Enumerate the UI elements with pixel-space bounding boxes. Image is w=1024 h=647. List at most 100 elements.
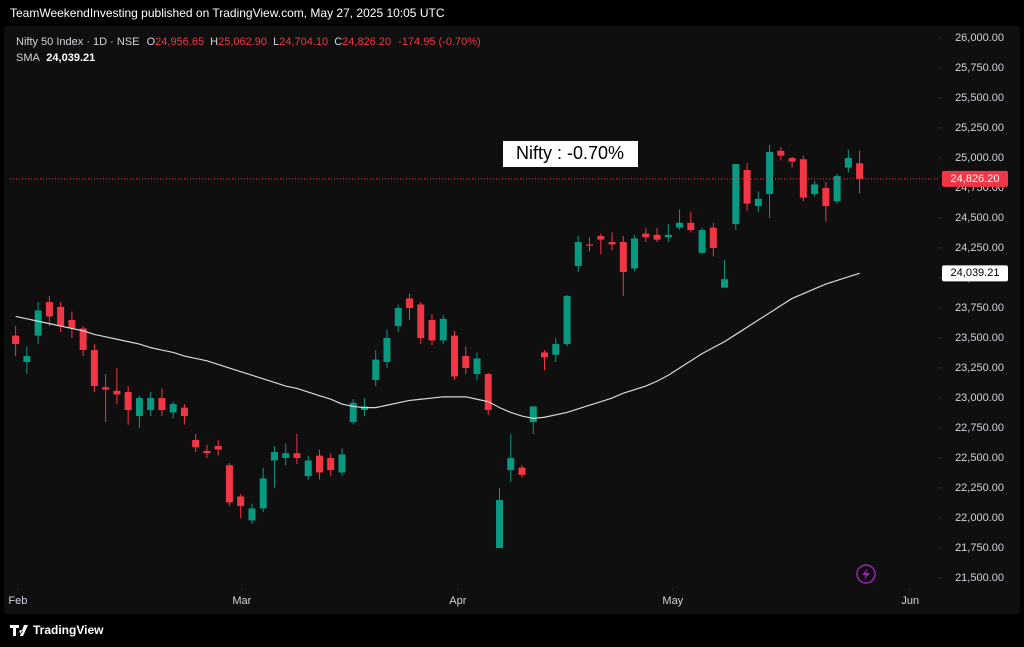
y-tick-label: 22,250.00 bbox=[955, 482, 1004, 494]
candle-body bbox=[394, 308, 402, 327]
candle-body bbox=[676, 222, 684, 228]
candle-body bbox=[428, 320, 436, 341]
candle-body bbox=[293, 453, 301, 459]
candle-body bbox=[631, 238, 639, 269]
candle-body bbox=[777, 150, 785, 156]
candle-body bbox=[766, 152, 774, 195]
candle-body bbox=[788, 158, 796, 162]
candle-body bbox=[327, 458, 335, 471]
candle-body bbox=[462, 356, 470, 369]
y-tick-label: 22,500.00 bbox=[955, 452, 1004, 464]
x-tick-label: May bbox=[662, 595, 683, 607]
candle-body bbox=[417, 304, 425, 339]
candle-body bbox=[574, 242, 582, 267]
candle-body bbox=[203, 450, 211, 454]
candle-body bbox=[57, 306, 65, 327]
candle-body bbox=[158, 398, 166, 411]
y-tick-label: 21,500.00 bbox=[955, 572, 1004, 584]
candle-body bbox=[90, 350, 98, 387]
y-tick-label: 22,750.00 bbox=[955, 422, 1004, 434]
candle-body bbox=[743, 170, 751, 204]
y-tick-label: 23,500.00 bbox=[955, 332, 1004, 344]
o-key: O bbox=[147, 36, 156, 48]
candle-body bbox=[147, 398, 155, 411]
c-key: C bbox=[334, 36, 342, 48]
candle-body bbox=[529, 406, 537, 423]
alert-icon[interactable] bbox=[856, 564, 876, 584]
y-tick-label: 21,750.00 bbox=[955, 542, 1004, 554]
candle-body bbox=[856, 163, 864, 179]
tv-logo bbox=[10, 625, 28, 636]
sma-line bbox=[15, 272, 860, 420]
x-tick-label: Apr bbox=[449, 595, 466, 607]
candle-body bbox=[833, 176, 841, 202]
candle-body bbox=[541, 352, 549, 358]
candle-body bbox=[282, 453, 290, 459]
sma-key: SMA bbox=[16, 52, 41, 64]
sma-value: 24,039.21 bbox=[46, 52, 95, 64]
candle-body bbox=[12, 335, 20, 345]
candle-body bbox=[259, 478, 267, 509]
candle-body bbox=[721, 279, 729, 288]
candle-body bbox=[68, 320, 76, 329]
sma-price-box bbox=[942, 265, 1008, 282]
candle-body bbox=[653, 234, 661, 240]
candle-body bbox=[811, 184, 819, 195]
x-tick-label: Jun bbox=[901, 595, 919, 607]
symbol: Nifty 50 Index · 1D · NSE bbox=[16, 36, 140, 48]
y-tick-label: 24,500.00 bbox=[955, 212, 1004, 224]
y-tick-label: 25,000.00 bbox=[955, 152, 1004, 164]
candle-body bbox=[383, 338, 391, 363]
candle-body bbox=[844, 158, 852, 168]
candle-body bbox=[180, 407, 188, 417]
sma-price-label: 24,039.21 bbox=[951, 267, 1000, 279]
candle-body bbox=[507, 458, 515, 471]
legend-ohlc: Nifty 50 Index · 1D · NSE O24,956.65 H25… bbox=[16, 36, 481, 48]
candle-body bbox=[34, 310, 42, 336]
y-tick-label: 23,000.00 bbox=[955, 392, 1004, 404]
candle-body bbox=[484, 374, 492, 411]
y-tick-label: 23,250.00 bbox=[955, 362, 1004, 374]
y-tick-label: 25,500.00 bbox=[955, 92, 1004, 104]
candle-body bbox=[45, 302, 53, 317]
legend: Nifty 50 Index · 1D · NSE O24,956.65 H25… bbox=[16, 36, 481, 64]
chart-panel bbox=[4, 26, 1020, 614]
candle-body bbox=[608, 242, 616, 245]
change: -174.95 (-0.70%) bbox=[398, 36, 481, 48]
candle-body bbox=[113, 390, 121, 395]
candle-body bbox=[439, 318, 447, 341]
y-tick-label: 23,750.00 bbox=[955, 302, 1004, 314]
annotation: Nifty : -0.70% bbox=[516, 143, 624, 163]
candle-body bbox=[586, 244, 594, 246]
candle-body bbox=[563, 296, 571, 345]
candle-body bbox=[102, 387, 110, 390]
candle-body bbox=[169, 404, 177, 413]
x-tick-label: Feb bbox=[8, 595, 27, 607]
y-tick-label: 26,000.00 bbox=[955, 32, 1004, 44]
footer-brand: TradingView bbox=[33, 623, 104, 637]
candle-body bbox=[732, 164, 740, 225]
candle-body bbox=[642, 233, 650, 238]
last-price-label: 24,826.20 bbox=[951, 173, 1000, 185]
annotation-box bbox=[503, 141, 638, 167]
candle-body bbox=[450, 335, 458, 377]
candle-body bbox=[552, 344, 560, 355]
open: 24,956.65 bbox=[155, 36, 204, 48]
candle-body bbox=[214, 446, 222, 450]
candle-body bbox=[822, 188, 830, 207]
l-key: L bbox=[273, 36, 279, 48]
candle-body bbox=[192, 440, 200, 448]
candle-body bbox=[237, 496, 245, 507]
high: 25,062.90 bbox=[218, 36, 267, 48]
candle-body bbox=[664, 234, 672, 238]
publish-header: TeamWeekendInvesting published on Tradin… bbox=[10, 6, 445, 20]
candle-body bbox=[304, 460, 312, 477]
y-tick-label: 22,000.00 bbox=[955, 512, 1004, 524]
last-price-box bbox=[942, 170, 1008, 187]
candle-body bbox=[79, 328, 87, 351]
h-key: H bbox=[210, 36, 218, 48]
low: 24,704.10 bbox=[279, 36, 328, 48]
candle-body bbox=[698, 230, 706, 253]
candle-body bbox=[270, 452, 278, 461]
